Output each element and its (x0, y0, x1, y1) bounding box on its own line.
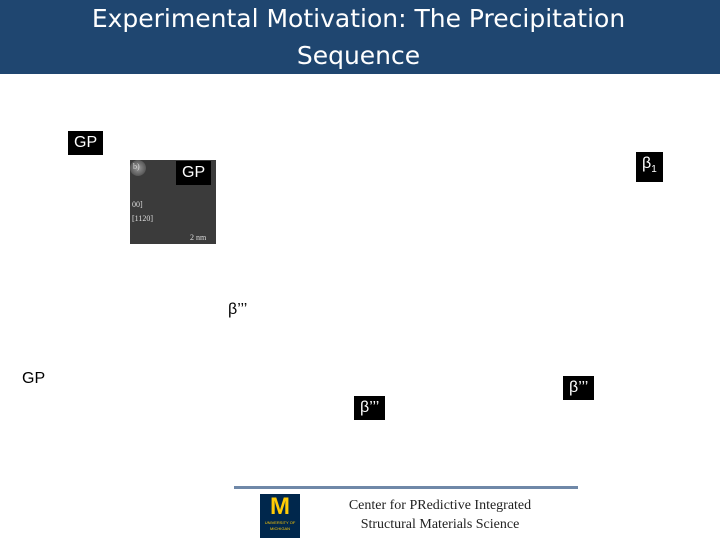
precipitate (130, 160, 146, 176)
footer-rule (234, 486, 578, 489)
title-line: Sequence (296, 41, 421, 70)
logo-text: MICHIGAN (270, 526, 290, 531)
footer-text: Center for PRedictive Integrated Structu… (310, 496, 570, 534)
label: GP (68, 131, 104, 155)
label: GP (176, 161, 212, 185)
label-text: β (642, 155, 652, 172)
label: β’’’ (354, 396, 386, 420)
micrograph-label: 00] (132, 200, 143, 209)
micrograph-label: [1120] (132, 214, 154, 223)
micrograph-label: 2 nm (190, 233, 207, 242)
label: β1 (636, 152, 663, 183)
footer-line: Center for PRedictive Integrated (348, 498, 532, 513)
micrograph-label: b) (133, 162, 140, 171)
title-bar: Experimental Motivation: The Precipitati… (0, 0, 720, 74)
logo: M UNIVERSITY OF MICHIGAN (260, 494, 300, 538)
title-line: Experimental Motivation: The Precipitati… (91, 4, 626, 33)
logo-letter: M (270, 493, 290, 520)
logo-text: UNIVERSITY OF (264, 520, 296, 525)
label: β’’’ (228, 301, 248, 318)
footer-line: Structural Materials Science (360, 517, 520, 532)
label: β’’’ (563, 376, 595, 400)
label-subscript: 1 (651, 164, 657, 176)
label: GP (22, 370, 46, 387)
